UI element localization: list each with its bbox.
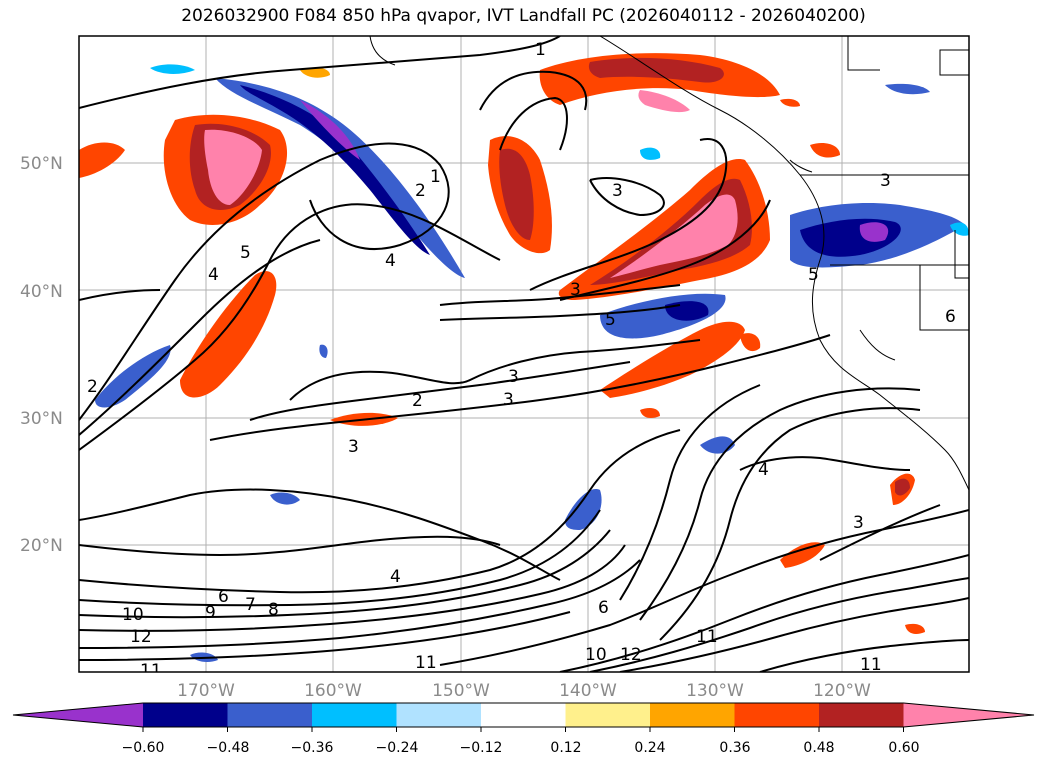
contour-label: 11 bbox=[140, 661, 162, 681]
lon-label: 120°W bbox=[813, 681, 871, 701]
contour-label: 6 bbox=[598, 598, 609, 618]
colorbar-swatch bbox=[13, 703, 143, 727]
contour-label: 8 bbox=[268, 600, 279, 620]
contour-label: 2 bbox=[87, 377, 98, 397]
contour-label: 12 bbox=[620, 645, 642, 665]
contour-label: 3 bbox=[880, 171, 891, 191]
lat-label: 20°N bbox=[20, 536, 63, 556]
contour-label: 10 bbox=[585, 645, 607, 665]
colorbar-swatch bbox=[143, 703, 228, 727]
contour-label: 2 bbox=[415, 181, 426, 201]
contour-label: 9 bbox=[205, 603, 216, 623]
colorbar-tick-label: 0.48 bbox=[803, 740, 834, 756]
lon-label: 140°W bbox=[559, 681, 617, 701]
contour-label: 3 bbox=[612, 181, 623, 201]
map-frame bbox=[78, 35, 970, 673]
lat-label: 40°N bbox=[20, 282, 63, 302]
colorbar-tick-label: −0.12 bbox=[460, 740, 503, 756]
colorbar-swatch bbox=[819, 703, 904, 727]
contour-label: 7 bbox=[245, 595, 256, 615]
lon-label: 160°W bbox=[304, 681, 362, 701]
colorbar-ticks bbox=[142, 727, 904, 732]
colorbar-tick-label: −0.24 bbox=[376, 740, 419, 756]
colorbar: −0.60 −0.48 −0.36 −0.24 −0.12 0.12 0.24 … bbox=[12, 702, 1035, 756]
colorbar-swatch bbox=[396, 703, 481, 727]
latitude-labels: 50°N 40°N 30°N 20°N bbox=[20, 154, 63, 556]
contour-label: 10 bbox=[122, 605, 144, 625]
contour-label: 6 bbox=[218, 587, 229, 607]
contour-label: 3 bbox=[503, 390, 514, 410]
colorbar-swatch bbox=[312, 703, 397, 727]
colorbar-tick-label: −0.60 bbox=[122, 740, 165, 756]
contour-label: 2 bbox=[412, 391, 423, 411]
contour-label: 1 bbox=[535, 40, 546, 60]
colorbar-swatch bbox=[903, 703, 1034, 727]
colorbar-tick-label: −0.36 bbox=[291, 740, 334, 756]
map-contents: 1 1 2 3 4 5 4 2 3 5 3 3 2 3 3 4 3 5 4 6 … bbox=[79, 36, 969, 681]
lat-label: 30°N bbox=[20, 409, 63, 429]
contour-label: 4 bbox=[758, 460, 769, 480]
colorbar-swatch bbox=[650, 703, 735, 727]
contour-label: 11 bbox=[696, 627, 718, 647]
contour-label: 11 bbox=[415, 653, 437, 673]
colorbar-tick-label: 0.60 bbox=[888, 740, 919, 756]
contour-label: 4 bbox=[208, 265, 219, 285]
contour-label: 5 bbox=[605, 310, 616, 330]
colorbar-swatch bbox=[734, 703, 819, 727]
lon-label: 130°W bbox=[686, 681, 744, 701]
longitude-labels: 170°W 160°W 150°W 140°W 130°W 120°W bbox=[177, 681, 871, 701]
contour-label: 3 bbox=[508, 367, 519, 387]
contour-label: 1 bbox=[430, 167, 441, 187]
contour-label: 12 bbox=[130, 627, 152, 647]
contour-label-group: 1 1 2 3 4 5 4 2 3 5 3 3 2 3 3 4 3 5 4 6 … bbox=[87, 40, 956, 681]
lon-label: 150°W bbox=[432, 681, 490, 701]
lat-label: 50°N bbox=[20, 154, 63, 174]
colorbar-tick-label: −0.48 bbox=[207, 740, 250, 756]
colorbar-tick-label: 0.24 bbox=[634, 740, 665, 756]
contour-label: 3 bbox=[853, 513, 864, 533]
contour-label: 5 bbox=[808, 265, 819, 285]
map-title: 2026032900 F084 850 hPa qvapor, IVT Land… bbox=[181, 6, 866, 26]
contours bbox=[79, 36, 969, 672]
lon-label: 170°W bbox=[177, 681, 235, 701]
colorbar-swatches bbox=[12, 702, 1035, 728]
contour-label: 3 bbox=[348, 437, 359, 457]
coastlines bbox=[369, 36, 969, 491]
contour-label: 11 bbox=[860, 655, 882, 675]
contour-label: 4 bbox=[385, 251, 396, 271]
colorbar-swatch bbox=[227, 703, 312, 727]
contour-label: 4 bbox=[390, 567, 401, 587]
colorbar-swatch bbox=[481, 703, 566, 727]
contour-label: 5 bbox=[240, 243, 251, 263]
colorbar-tick-labels: −0.60 −0.48 −0.36 −0.24 −0.12 0.12 0.24 … bbox=[122, 740, 920, 756]
colorbar-tick-label: 0.12 bbox=[550, 740, 581, 756]
colorbar-tick-label: 0.36 bbox=[719, 740, 750, 756]
contour-label: 6 bbox=[945, 307, 956, 327]
contour-label: 3 bbox=[570, 280, 581, 300]
colorbar-swatch bbox=[565, 703, 650, 727]
